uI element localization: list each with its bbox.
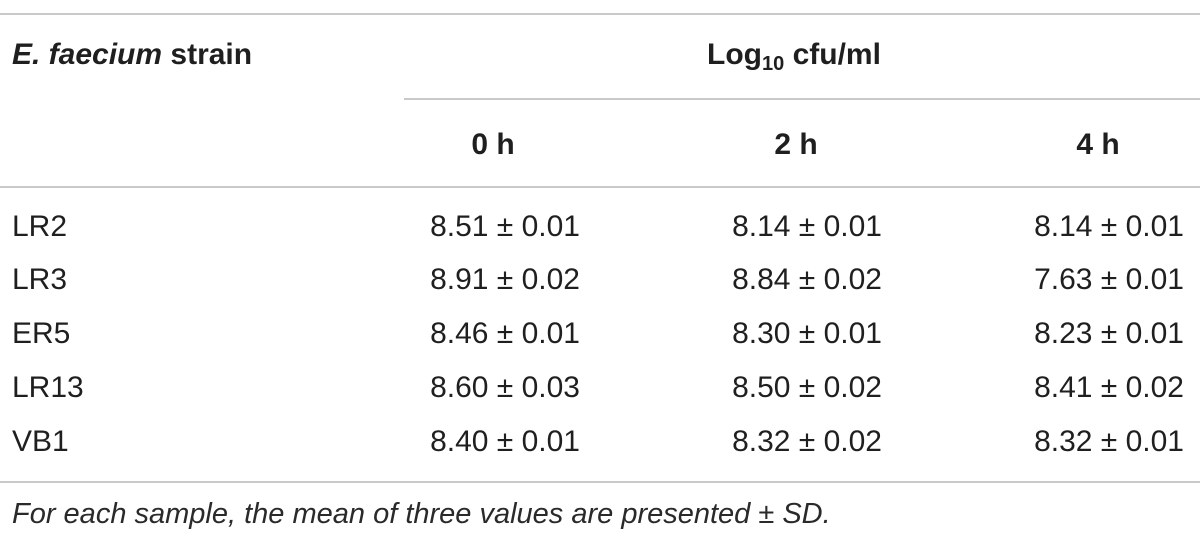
value-cell-4h: 8.23 ± 0.01 <box>1034 317 1184 350</box>
log-subscript: 10 <box>762 53 785 75</box>
column-header-4h: 4 h <box>1076 128 1120 161</box>
strain-cell: ER5 <box>12 317 71 350</box>
strain-header-suffix: strain <box>162 38 253 71</box>
value-cell-4h: 8.41 ± 0.02 <box>1034 371 1184 404</box>
value-cell-0h: 8.40 ± 0.01 <box>430 425 580 458</box>
column-header-2h: 2 h <box>774 128 818 161</box>
table-footnote: For each sample, the mean of three value… <box>12 498 831 530</box>
column-header-0h: 0 h <box>471 128 515 161</box>
value-cell-2h: 8.84 ± 0.02 <box>732 263 882 296</box>
value-cell-0h: 8.51 ± 0.01 <box>430 210 580 243</box>
unit-label: cfu/ml <box>784 38 881 71</box>
value-cell-2h: 8.32 ± 0.02 <box>732 425 882 458</box>
species-name: E. faecium <box>12 38 163 71</box>
log-cfu-group-header: Log10 cfu/ml <box>644 37 944 75</box>
table-top-rule <box>0 13 1200 15</box>
strain-cell: LR13 <box>12 371 84 404</box>
value-cell-2h: 8.30 ± 0.01 <box>732 317 882 350</box>
value-cell-0h: 8.91 ± 0.02 <box>430 263 580 296</box>
value-cell-4h: 8.14 ± 0.01 <box>1034 210 1184 243</box>
header-bottom-rule <box>0 186 1200 188</box>
value-cell-4h: 7.63 ± 0.01 <box>1034 263 1184 296</box>
log-label: Log <box>707 38 763 71</box>
table-bottom-rule <box>0 481 1200 483</box>
strain-column-header: E. faecium strain <box>12 37 252 73</box>
strain-cell: LR3 <box>12 263 68 296</box>
value-cell-0h: 8.46 ± 0.01 <box>430 317 580 350</box>
value-cell-2h: 8.50 ± 0.02 <box>732 371 882 404</box>
value-cell-2h: 8.14 ± 0.01 <box>732 210 882 243</box>
value-cell-0h: 8.60 ± 0.03 <box>430 371 580 404</box>
group-header-rule <box>404 98 1200 100</box>
value-cell-4h: 8.32 ± 0.01 <box>1034 425 1184 458</box>
strain-cell: VB1 <box>12 425 69 458</box>
strain-cell: LR2 <box>12 210 68 243</box>
